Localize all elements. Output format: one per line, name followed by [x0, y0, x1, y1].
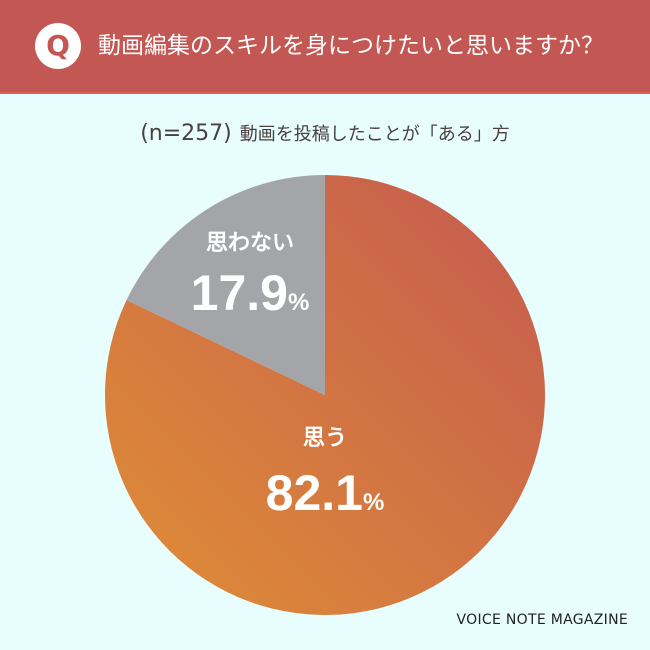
- sample-description: (n=257) 動画を投稿したことが「ある」方: [0, 120, 650, 146]
- slice-category-label: 思わない: [206, 231, 294, 256]
- slice-category-label: 思う: [303, 426, 347, 451]
- question-badge: Q: [35, 23, 81, 69]
- sample-size: (n=257): [140, 121, 232, 146]
- brand-label: VOICE NOTE MAGAZINE: [456, 612, 628, 628]
- question-title: 動画編集のスキルを身につけたいと思いますか？: [98, 33, 604, 59]
- pie-slice-0: [104, 175, 545, 616]
- pie-slice-1: [126, 175, 326, 395]
- header-banner: Q 動画編集のスキルを身につけたいと思いますか？: [0, 0, 650, 94]
- sample-text: 動画を投稿したことが「ある」方: [239, 124, 510, 145]
